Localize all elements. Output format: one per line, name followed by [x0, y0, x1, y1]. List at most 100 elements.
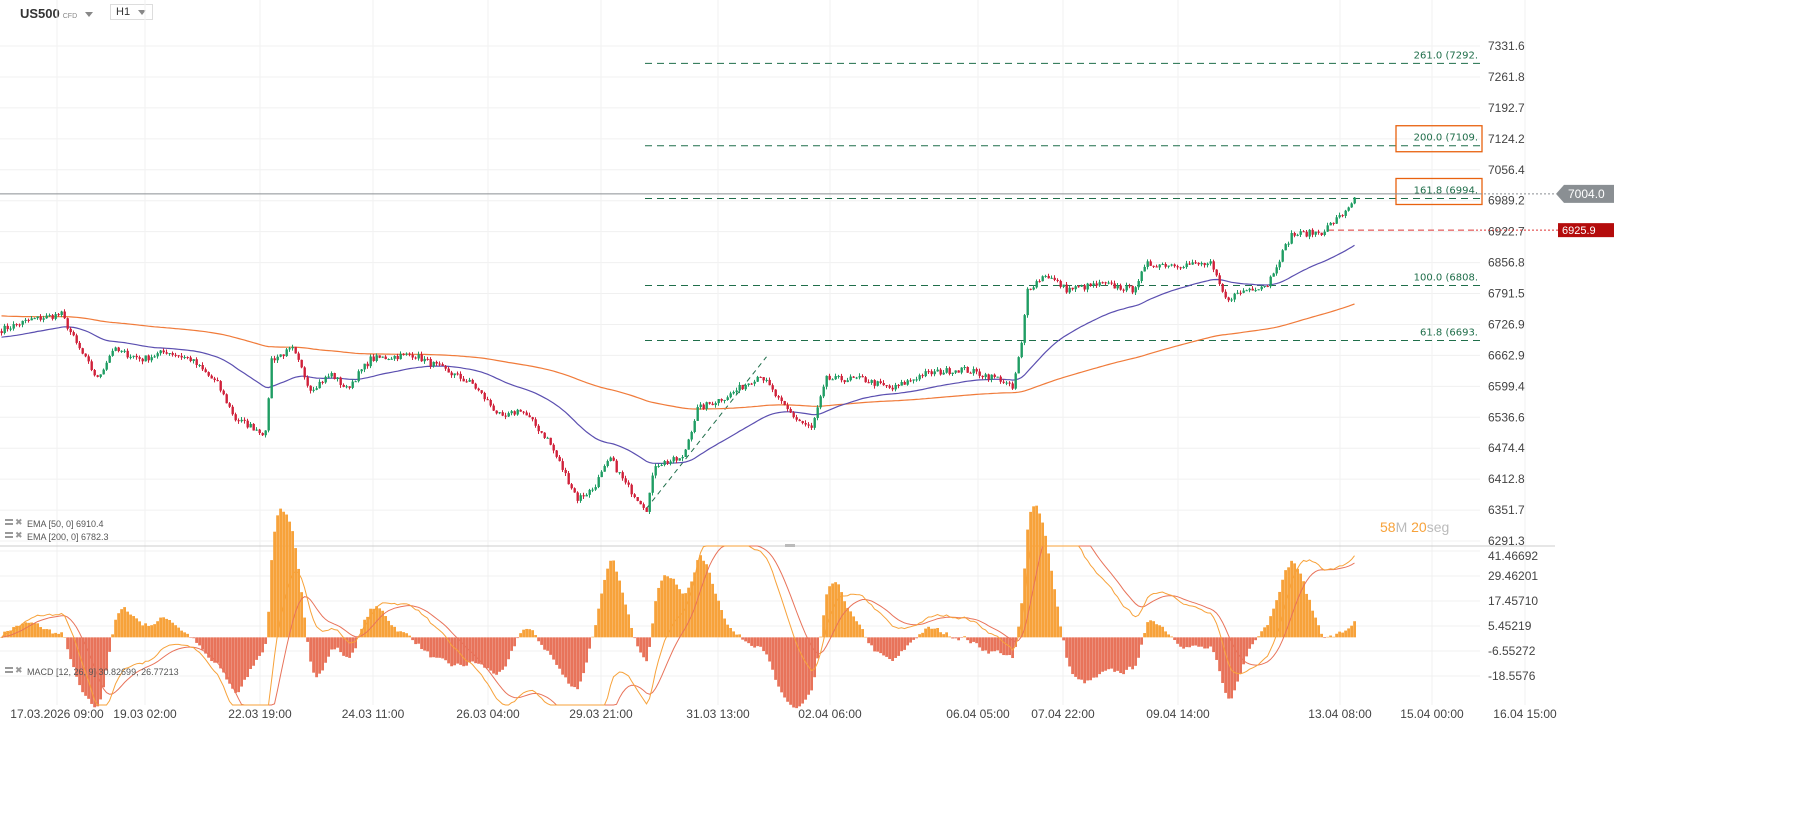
candle-body — [1026, 288, 1029, 316]
time-tick-label: 09.04 14:00 — [1146, 707, 1210, 721]
candle-body — [303, 367, 306, 378]
candle — [288, 346, 291, 352]
ema-50-legend[interactable]: ✖ EMA [50, 0] 6910.4 — [5, 517, 104, 529]
candle-body — [570, 484, 573, 489]
candle — [813, 417, 816, 430]
candle-body — [204, 369, 207, 373]
macd-histogram-bar — [498, 637, 501, 672]
macd-histogram — [0, 505, 1356, 709]
time-tick-label: 16.04 15:00 — [1493, 707, 1557, 721]
candle-body — [1344, 210, 1347, 216]
candle — [993, 373, 996, 379]
macd-histogram-bar — [201, 637, 204, 650]
candle-body — [1113, 283, 1116, 289]
symbol-selector[interactable]: US500 CFD — [20, 6, 94, 21]
settings-icon[interactable] — [5, 667, 13, 669]
candle-body — [804, 423, 807, 425]
alert-tag[interactable]: 6925.9 — [1476, 223, 1614, 238]
candle — [222, 389, 225, 396]
candle — [657, 463, 660, 468]
macd-histogram-bar — [771, 637, 774, 670]
time-axis[interactable]: 17.03.2026 09:00 19.03 02:00 22.03 19:00 24… — [10, 707, 1557, 721]
macd-histogram-bar — [189, 637, 192, 638]
macd-histogram-bar — [84, 637, 87, 696]
macd-histogram-bar — [507, 637, 510, 660]
candle-body — [624, 478, 627, 483]
ema-200-legend[interactable]: ✖ EMA [200, 0] 6782.3 — [5, 530, 109, 542]
candle — [1191, 259, 1194, 265]
macd-legend[interactable]: ✖ MACD [12, 26, 9] 30.82699, 26.77213 — [5, 665, 179, 677]
candle-body — [0, 331, 3, 334]
macd-histogram-bar — [36, 623, 39, 638]
candle — [183, 355, 186, 360]
candle — [717, 398, 720, 406]
macd-histogram-bar — [270, 560, 273, 638]
macd-histogram-bar — [846, 607, 849, 638]
candle-body — [1218, 275, 1221, 284]
candle-body — [792, 412, 795, 418]
pane-resize-handle[interactable] — [785, 544, 795, 547]
candle — [522, 411, 525, 415]
macd-histogram-bar — [123, 607, 126, 638]
close-icon[interactable]: ✖ — [15, 517, 23, 527]
candle — [234, 412, 237, 422]
macd-histogram-bar — [495, 637, 498, 675]
candle — [900, 379, 903, 386]
candle-body — [423, 358, 426, 362]
candle — [651, 472, 654, 496]
candle-body — [981, 375, 984, 378]
macd-histogram-bar — [171, 622, 174, 638]
candle-body — [1050, 277, 1053, 279]
candle — [912, 379, 915, 384]
macd-histogram-bar — [879, 637, 882, 654]
price-axis[interactable]: 7331.6 7261.8 7192.7 7124.2 7056.4 6989.2 6922… — [1488, 39, 1525, 548]
candle — [408, 352, 411, 357]
candle-body — [111, 350, 114, 356]
candle-body — [102, 369, 105, 375]
close-icon[interactable]: ✖ — [15, 530, 23, 540]
macd-histogram-bar — [1131, 637, 1134, 670]
alert-price-label: 6925.9 — [1562, 225, 1596, 237]
candle — [1155, 264, 1158, 268]
candle-body — [522, 411, 525, 413]
symbol-name: US500 — [20, 6, 60, 21]
trendline[interactable] — [646, 356, 767, 509]
candle — [744, 383, 747, 391]
macd-histogram-bar — [261, 637, 264, 653]
macd-histogram-bar — [852, 616, 855, 638]
candle-body — [1227, 297, 1230, 301]
macd-histogram-bar — [1239, 637, 1242, 674]
macd-histogram-bar — [93, 637, 96, 708]
macd-histogram-bar — [291, 531, 294, 638]
candle — [1116, 283, 1119, 291]
candle-body — [696, 407, 699, 421]
candle-body — [246, 420, 249, 428]
candle-body — [429, 358, 432, 367]
close-icon[interactable]: ✖ — [15, 665, 23, 675]
candle-body — [36, 316, 39, 319]
candle — [276, 354, 279, 364]
macd-histogram-bar — [789, 637, 792, 705]
candle-body — [1320, 232, 1323, 236]
candle — [1197, 262, 1200, 266]
candle — [906, 378, 909, 386]
macd-histogram-bar — [1212, 637, 1215, 653]
candle — [324, 375, 327, 384]
candle-body — [27, 319, 30, 321]
timeframe-selector[interactable]: H1 — [110, 4, 154, 20]
macd-histogram-bar — [540, 637, 543, 645]
candle-body — [285, 349, 288, 357]
settings-icon[interactable] — [5, 532, 13, 534]
candle — [1023, 314, 1026, 346]
macd-histogram-bar — [1032, 506, 1035, 638]
candle-body — [1257, 289, 1260, 291]
candle-body — [1110, 282, 1113, 284]
candle-body — [645, 507, 648, 512]
settings-icon[interactable] — [5, 519, 13, 521]
macd-histogram-bar — [942, 634, 945, 638]
macd-histogram-bar — [1347, 628, 1350, 638]
macd-histogram-bar — [1011, 637, 1014, 659]
macd-histogram-bar — [105, 637, 108, 671]
macd-histogram-bar — [570, 637, 573, 687]
